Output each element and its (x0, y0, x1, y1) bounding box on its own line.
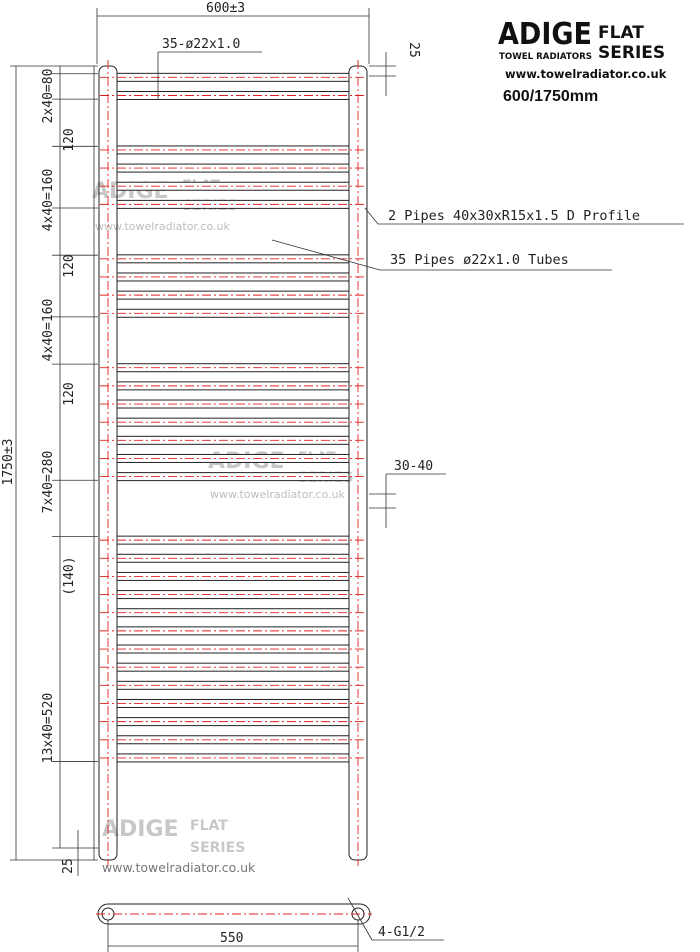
dimension-chain-ticks (52, 73, 98, 762)
radiator-frame (98, 60, 368, 866)
horizontal-tube (100, 571, 366, 581)
gap-2-label: 120 (62, 254, 77, 277)
profile-callout-label: 2 Pipes 40x30xR15x1.5 D Profile (388, 208, 640, 224)
horizontal-tube (100, 662, 366, 672)
tube-gap-label: 30-40 (394, 459, 433, 474)
top-offset-dimension: 25 (369, 42, 421, 96)
horizontal-tube (100, 717, 366, 727)
profile-callout: 2 Pipes 40x30xR15x1.5 D Profile (364, 207, 684, 225)
horizontal-tube (100, 272, 366, 282)
group-dimension-chain: 2x40=80 120 4x40=160 120 4x40=160 120 7x… (41, 66, 95, 860)
horizontal-tube (100, 163, 366, 173)
horizontal-tube (100, 698, 366, 708)
watermark-series-line2: SERIES (190, 840, 245, 856)
watermark-3: ADIGE FLAT SERIES (102, 817, 245, 856)
group-5-label: 13x40=520 (41, 693, 56, 763)
horizontal-tube (100, 145, 366, 155)
horizontal-tube (100, 254, 366, 264)
watermark-url-bottom: www.towelradiator.co.uk (102, 860, 256, 875)
group-1-label: 2x40=80 (41, 69, 56, 124)
horizontal-tube (100, 72, 366, 82)
gap-1-label: 120 (62, 128, 77, 151)
horizontal-tube (100, 535, 366, 545)
brand-logo-word: ADIGE (498, 17, 592, 52)
connections-label: 4-G1/2 (378, 925, 425, 940)
horizontal-tube (100, 590, 366, 600)
horizontal-tube (100, 453, 366, 463)
horizontal-tube (100, 290, 366, 300)
horizontal-tube (100, 90, 366, 100)
brand-block: ADIGE TOWEL RADIATORS FLAT SERIES www.to… (498, 17, 667, 105)
bottom-offset-dimension: 25 (52, 830, 98, 876)
horizontal-tube (100, 399, 366, 409)
horizontal-tube (100, 735, 366, 745)
watermark-logo-word: ADIGE (102, 817, 179, 842)
gap-3-label: 120 (62, 382, 77, 405)
tubes-callout-label: 35 Pipes ø22x1.0 Tubes (390, 252, 569, 268)
horizontal-tube (100, 363, 366, 373)
brand-logo-sub: TOWEL RADIATORS (499, 52, 592, 62)
horizontal-tube (100, 417, 366, 427)
brand-series-line2: SERIES (598, 43, 665, 63)
horizontal-tube (100, 553, 366, 563)
tube-gap-dimension: 30-40 (369, 459, 446, 528)
horizontal-tube (100, 626, 366, 636)
horizontal-tube (100, 753, 366, 763)
width-dimension: 600±3 (96, 1, 370, 64)
overall-width-label: 600±3 (206, 1, 245, 16)
watermark-series-line1: FLAT (190, 818, 228, 834)
group-4-label: 7x40=280 (41, 451, 56, 514)
horizontal-tube (100, 644, 366, 654)
horizontal-tube (100, 308, 366, 318)
model-size: 600/1750mm (503, 88, 598, 105)
horizontal-tube (100, 472, 366, 482)
bottom-offset-label: 25 (61, 858, 76, 874)
watermark-url: www.towelradiator.co.uk (210, 488, 345, 501)
brand-url: www.towelradiator.co.uk (505, 67, 667, 81)
horizontal-tube (100, 181, 366, 191)
watermark-url: www.towelradiator.co.uk (95, 220, 230, 233)
tube-spec-label: 35-ø22x1.0 (162, 37, 240, 52)
top-offset-label: 25 (406, 42, 421, 58)
plan-view: 550 4-G1/2 (96, 897, 444, 952)
group-2-label: 4x40=160 (41, 169, 56, 232)
group-3-label: 4x40=160 (41, 299, 56, 362)
overall-height-dimension: 1750±3 (1, 65, 98, 861)
horizontal-tube (100, 381, 366, 391)
gap-4-label: (140) (62, 556, 77, 595)
pipe-centres-label: 550 (220, 931, 243, 946)
tube-spec-leader: 35-ø22x1.0 (157, 37, 262, 100)
horizontal-tubes (100, 72, 366, 763)
tubes-callout: 35 Pipes ø22x1.0 Tubes (271, 239, 612, 271)
horizontal-tube (100, 608, 366, 618)
horizontal-tube (100, 199, 366, 209)
brand-series-line1: FLAT (598, 23, 644, 43)
overall-height-label: 1750±3 (1, 439, 16, 486)
horizontal-tube (100, 435, 366, 445)
horizontal-tube (100, 680, 366, 690)
